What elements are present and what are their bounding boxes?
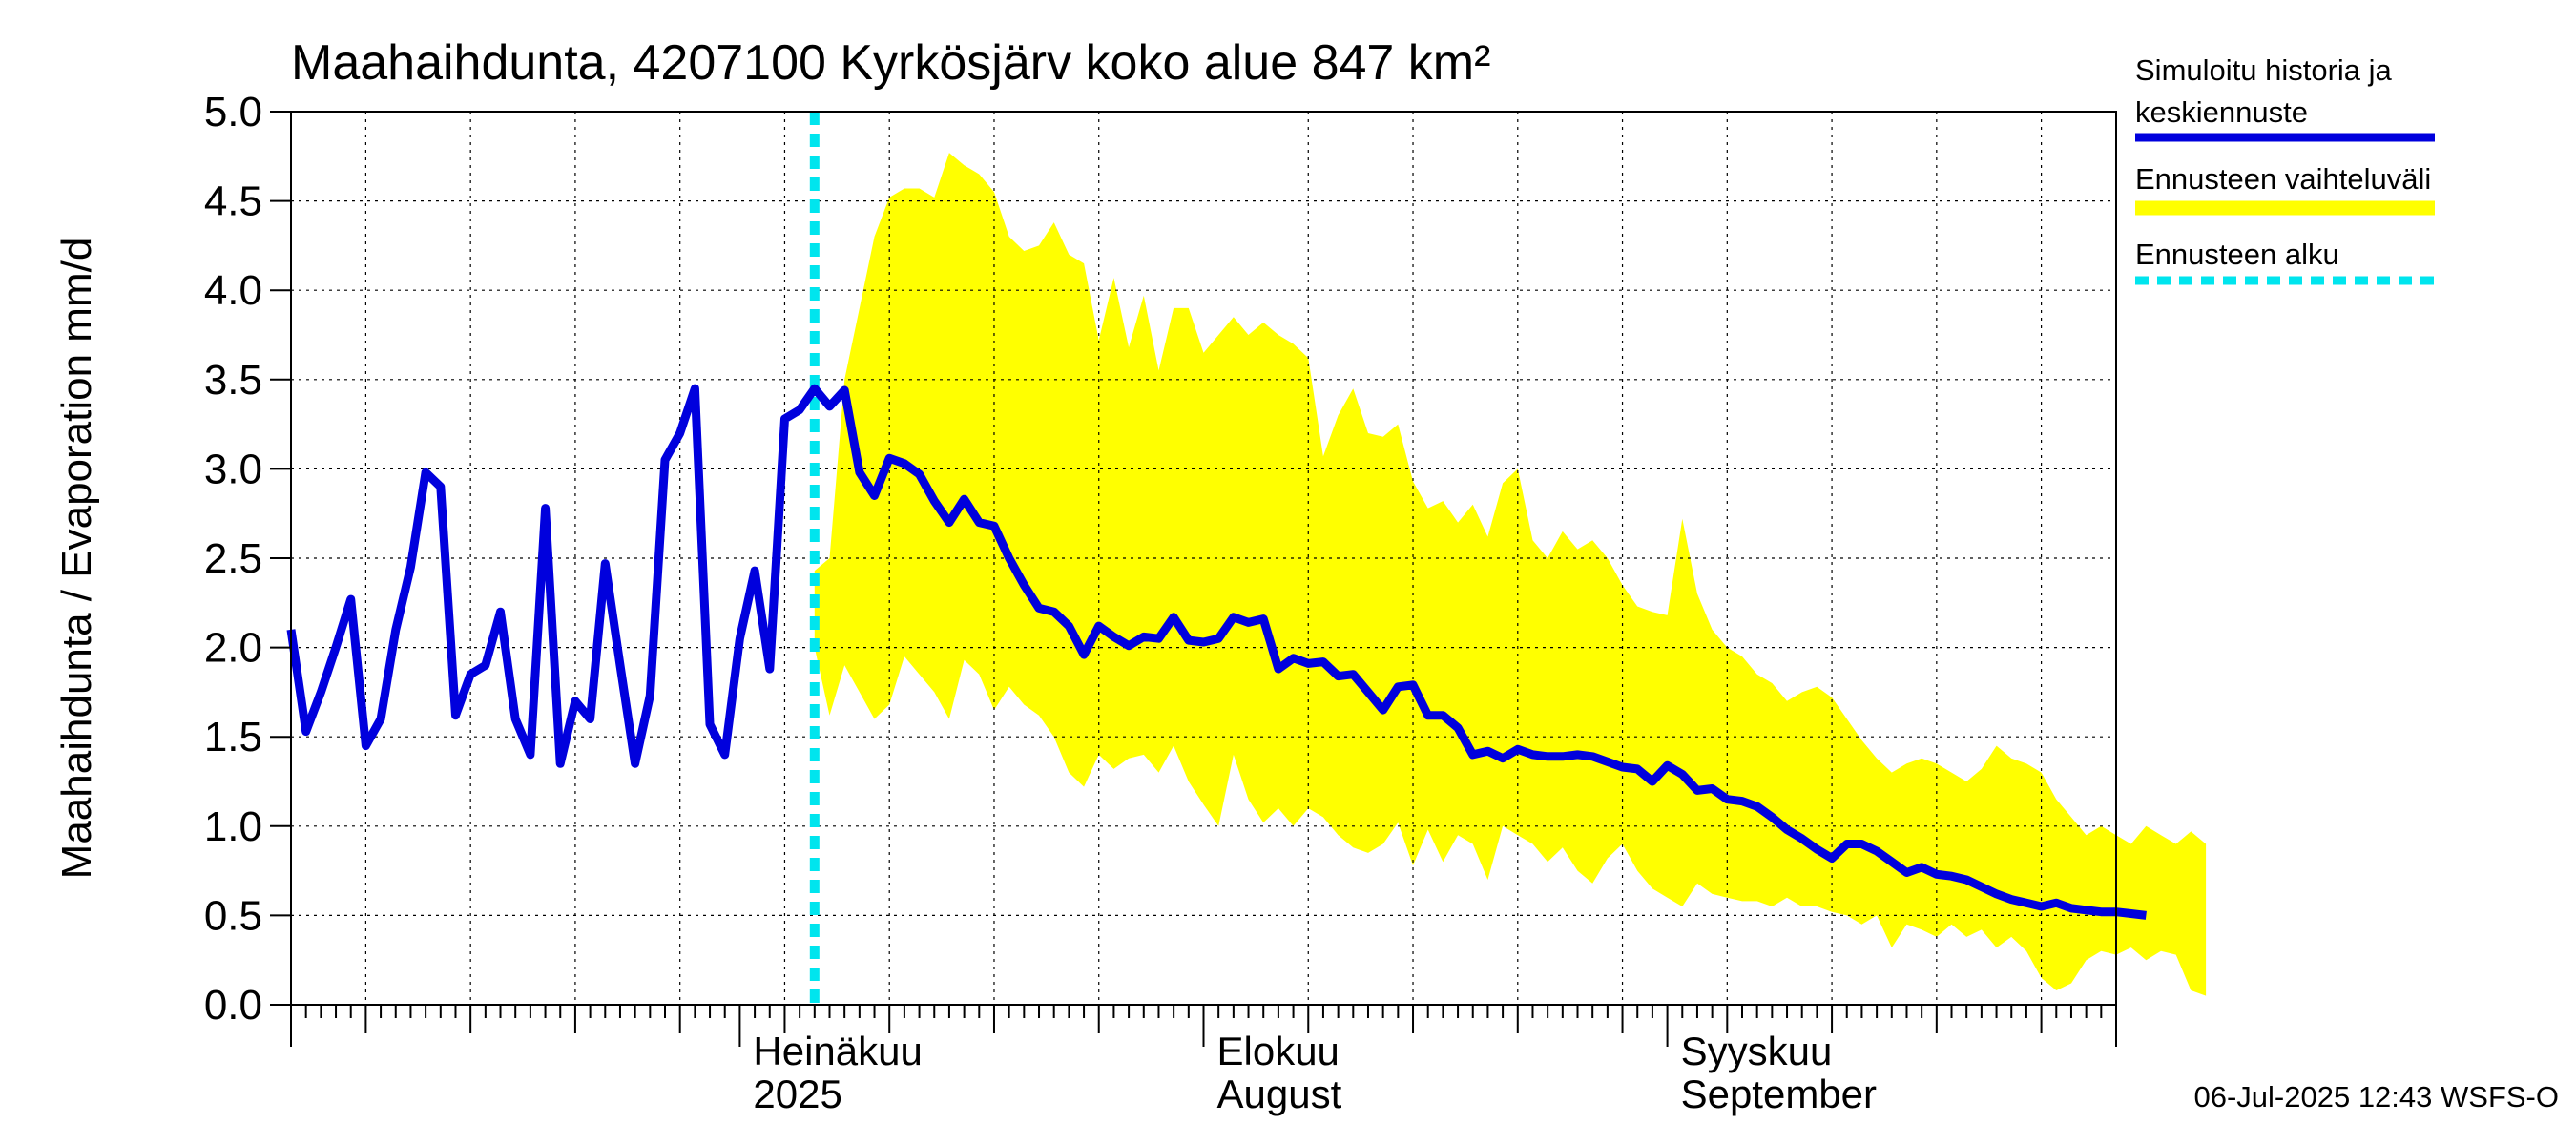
legend-label: Ennusteen vaihteluväli <box>2135 162 2431 196</box>
legend-label-simulated-line1: Simuloitu historia ja <box>2135 53 2393 87</box>
y-tick-label: 4.0 <box>204 267 262 314</box>
simulated-series-line <box>286 384 2147 920</box>
y-tick-label: 1.0 <box>204 803 262 850</box>
axis-layer: 0.0 0.5 1.0 1.5 2.0 2.5 3.0 3.5 4.0 4.5 5.0 Heinäku… <box>204 89 2117 1116</box>
month-sublabel: 2025 <box>753 1072 841 1116</box>
month-label: Syyskuu <box>1681 1029 1833 1073</box>
y-tick-label: 3.5 <box>204 357 262 404</box>
y-tick-label: 5.0 <box>204 89 262 135</box>
y-tick-label: 2.5 <box>204 535 262 582</box>
legend: Simuloitu historia ja keskiennuste Ennuste… <box>2135 53 2435 285</box>
month-label: Heinäkuu <box>753 1029 922 1073</box>
y-tick-label: 3.0 <box>204 446 262 492</box>
series-layer <box>286 112 2147 1005</box>
y-tick-label: 0.5 <box>204 892 262 939</box>
y-tick-label: 1.5 <box>204 714 262 760</box>
month-sublabel: September <box>1681 1072 1877 1116</box>
month-sublabel: August <box>1217 1072 1342 1116</box>
legend-label-simulated-line2: keskiennuste <box>2135 95 2308 129</box>
month-label: Elokuu <box>1217 1029 1340 1073</box>
legend-label: Ennusteen alku <box>2135 238 2339 271</box>
y-tick-label: 0.0 <box>204 982 262 1029</box>
y-tick-label: 2.0 <box>204 625 262 672</box>
forecast-range-band <box>814 153 2207 996</box>
grid-layer <box>291 112 2116 1005</box>
forecast-range-layer <box>814 153 2207 996</box>
footer-timestamp: 06-Jul-2025 12:43 WSFS-O <box>2193 1080 2559 1114</box>
y-axis-label: Maahaihdunta / Evaporation mm/d <box>53 238 100 880</box>
y-tick-label: 4.5 <box>204 178 262 225</box>
chart-title: Maahaihdunta, 4207100 Kyrkösjärv koko al… <box>291 35 1490 91</box>
